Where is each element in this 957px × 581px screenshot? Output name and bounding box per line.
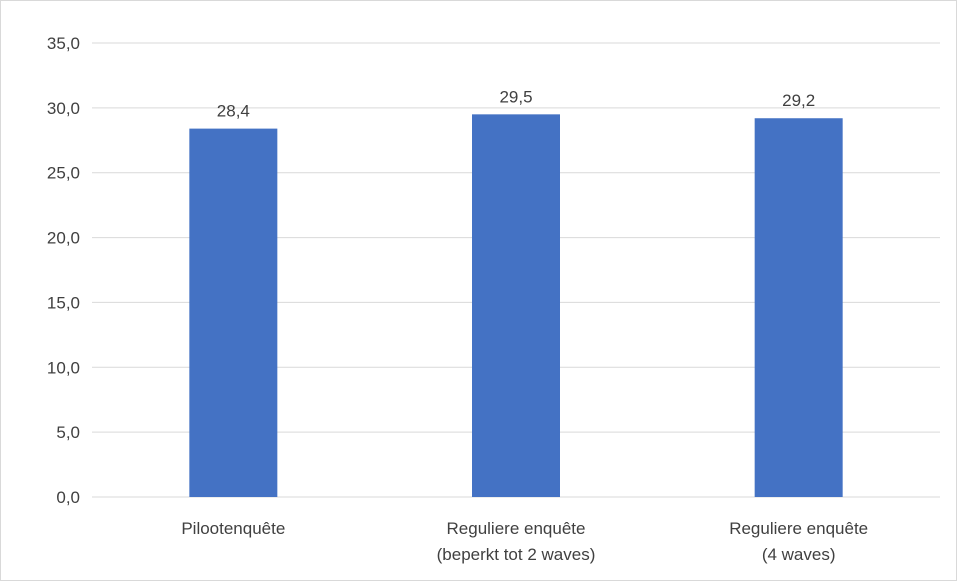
y-tick-label: 5,0 <box>56 423 80 442</box>
category-label: (4 waves) <box>762 545 836 564</box>
bar <box>754 118 843 497</box>
y-tick-label: 0,0 <box>56 488 80 507</box>
y-tick-label: 15,0 <box>47 293 80 312</box>
category-label: Reguliere enquête <box>447 519 586 538</box>
data-label: 29,2 <box>782 91 815 110</box>
category-label: (beperkt tot 2 waves) <box>437 545 596 564</box>
y-axis-ticks: 0,0 5,0 10,0 15,0 20,0 25,0 30,0 35,0 <box>47 34 80 507</box>
data-labels: 28,4 29,5 29,2 <box>217 87 815 120</box>
y-tick-label: 35,0 <box>47 34 80 53</box>
y-tick-label: 10,0 <box>47 358 80 377</box>
x-axis-categories: Pilootenquête Reguliere enquête (beperkt t… <box>181 519 868 564</box>
category-label: Reguliere enquête <box>729 519 868 538</box>
y-tick-label: 20,0 <box>47 229 80 248</box>
data-label: 29,5 <box>499 87 532 106</box>
category-label: Pilootenquête <box>181 519 285 538</box>
bar <box>472 114 560 497</box>
bars <box>189 114 843 497</box>
y-tick-label: 25,0 <box>47 164 80 183</box>
y-tick-label: 30,0 <box>47 99 80 118</box>
data-label: 28,4 <box>217 102 250 121</box>
bar <box>189 128 278 497</box>
